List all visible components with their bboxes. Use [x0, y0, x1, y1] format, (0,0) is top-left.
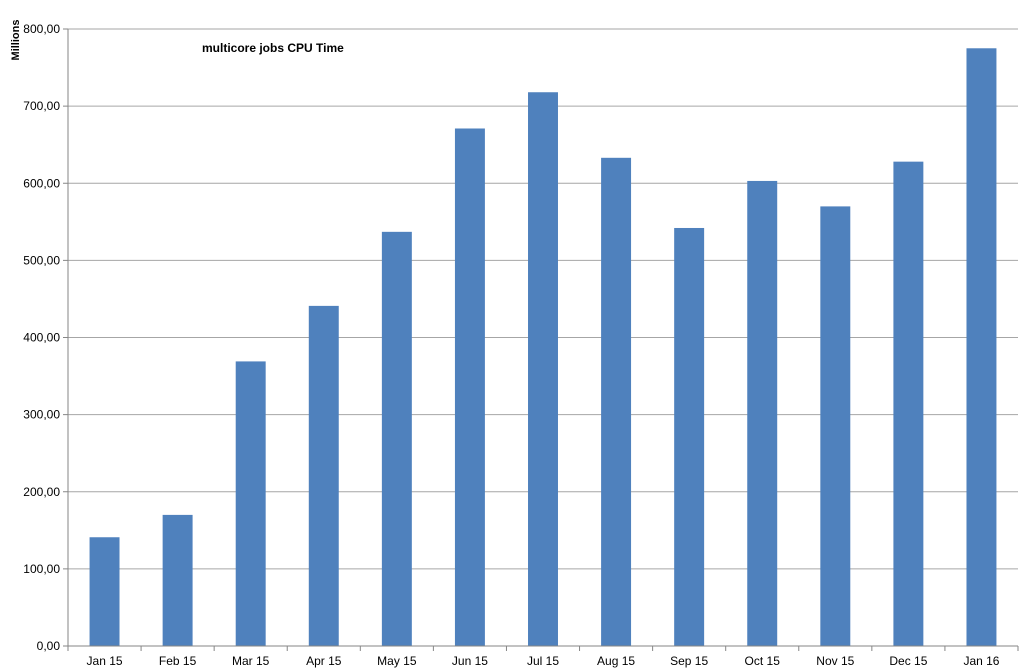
bar-nov-15 [820, 206, 851, 646]
bar-jan-16 [966, 48, 997, 646]
y-tick-label: 400,00 [23, 331, 60, 345]
x-tick-label: Oct 15 [745, 654, 781, 668]
x-tick-label: Dec 15 [889, 654, 927, 668]
x-tick-label: Feb 15 [159, 654, 197, 668]
x-tick-label: Jan 16 [963, 654, 999, 668]
y-tick-label: 700,00 [23, 99, 60, 113]
bar-sep-15 [674, 227, 705, 647]
bar-may-15 [381, 231, 412, 646]
x-tick-label: Jan 15 [87, 654, 123, 668]
x-tick-label: Sep 15 [670, 654, 708, 668]
bar-oct-15 [747, 180, 778, 646]
chart-title: multicore jobs CPU Time [202, 41, 344, 55]
bars [89, 48, 997, 647]
y-tick-label: 800,00 [23, 22, 60, 36]
bar-feb-15 [162, 514, 193, 646]
x-tick-label: Jun 15 [452, 654, 488, 668]
x-tick-label: Nov 15 [816, 654, 854, 668]
bar-apr-15 [308, 305, 339, 646]
x-tick-label: Jul 15 [527, 654, 559, 668]
y-tick-label: 200,00 [23, 485, 60, 499]
bar-jul-15 [528, 92, 558, 647]
x-tick-label: Apr 15 [306, 654, 342, 668]
y-tick-labels: 0,00 100,00 200,00 300,00 400,00 500,00 600,00… [23, 22, 60, 653]
y-axis-title: Millions [10, 20, 22, 61]
x-tick-label: Mar 15 [232, 654, 270, 668]
bar-jan-15 [89, 537, 120, 646]
y-tick-label: 100,00 [23, 562, 60, 576]
bar-mar-15 [235, 361, 266, 646]
y-tick-label: 0,00 [37, 639, 61, 653]
x-tick-label: Aug 15 [597, 654, 635, 668]
y-tick-label: 500,00 [23, 253, 60, 267]
bar-jun-15 [454, 128, 485, 647]
bar-dec-15 [893, 161, 924, 646]
x-tick-labels: Jan 15 Feb 15 Mar 15 Apr 15 May 15 Jun 15 Jul … [87, 654, 1000, 668]
x-tick-label: May 15 [377, 654, 417, 668]
y-tick-label: 600,00 [23, 176, 60, 190]
y-tick-label: 300,00 [23, 408, 60, 422]
axes [63, 28, 1019, 651]
bar-aug-15 [601, 157, 632, 647]
